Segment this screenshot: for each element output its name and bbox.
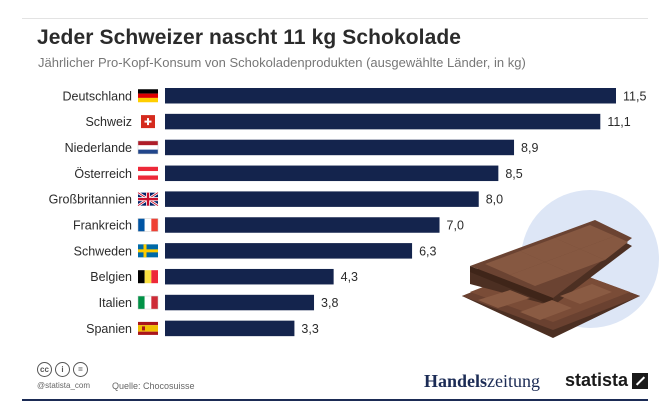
value-label: 4,3 [341,270,358,284]
value-label: 8,5 [505,167,522,181]
creative-commons-icon[interactable]: cc [37,362,52,377]
bar [165,139,515,156]
bar [165,191,479,207]
statista-handle: @statista_com [37,381,91,390]
bar [165,320,295,337]
statista-logo: statista [565,370,649,391]
category-label: Schweden [74,244,132,258]
statista-mark-icon [632,372,649,389]
austria-flag [138,166,158,180]
category-label: Spanien [86,322,132,336]
bar [165,165,499,182]
bar [165,243,413,259]
chocolate-bar-illustration [462,190,659,338]
spain-flag [138,321,158,335]
publisher-rest: zeitung [487,371,541,391]
bar [165,268,334,285]
top-divider [22,18,648,19]
sweden-flag [138,244,158,258]
value-label: 7,0 [447,219,464,233]
category-label: Österreich [74,167,132,181]
category-label: Niederlande [65,141,132,155]
category-label: Schweiz [85,115,132,129]
value-label: 3,8 [321,296,338,310]
bar [165,113,601,130]
value-label: 8,9 [521,141,538,155]
value-label: 8,0 [486,193,503,207]
germany-flag [138,89,158,103]
value-label: 11,5 [623,89,646,103]
italy-flag [137,295,159,310]
license-icons: cc i = [37,362,88,377]
belgium-flag [138,270,158,284]
handelszeitung-logo: Handelszeitung [424,371,540,392]
netherlands-flag [137,140,159,155]
value-label: 3,3 [301,322,318,336]
value-label: 11,1 [607,115,630,129]
bar [165,217,440,233]
publisher-bold: Handels [424,371,488,391]
category-label: Belgien [90,270,132,284]
bar [165,294,315,311]
value-label: 6,3 [419,244,436,258]
category-label: Deutschland [63,89,133,103]
attribution-icon[interactable]: i [55,362,70,377]
chart-title: Jeder Schweizer nascht 11 kg Schokolade [37,26,462,49]
france-flag [137,218,159,232]
no-derivatives-icon[interactable]: = [73,362,88,377]
category-label: Frankreich [73,219,132,233]
category-label: Italien [99,296,132,310]
bar [165,88,616,104]
footer-divider [22,399,648,401]
category-label: Großbritannien [49,193,132,207]
statista-wordmark: statista [565,370,629,390]
source-note: Quelle: Chocosuisse [112,381,195,391]
switzerland-flag [141,115,155,129]
uk-flag [137,191,159,207]
chart-subtitle: Jährlicher Pro-Kopf-Konsum von Schokolad… [38,55,526,70]
